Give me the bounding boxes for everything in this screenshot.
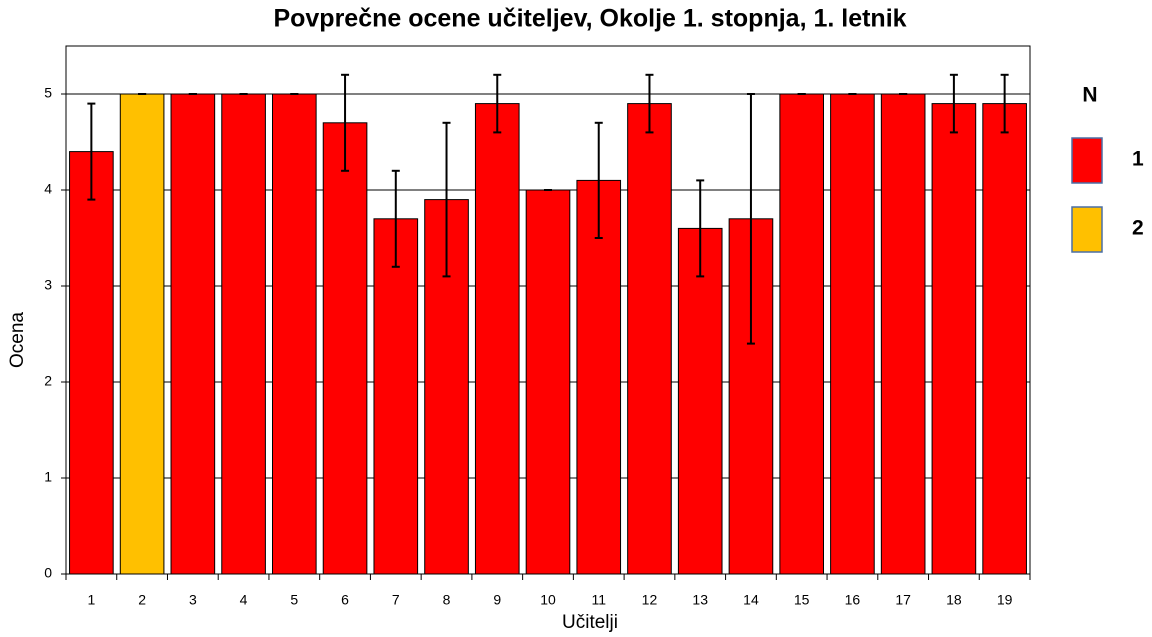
x-tick-label: 10 — [540, 592, 556, 608]
y-tick-label: 0 — [44, 565, 52, 581]
bar — [627, 103, 672, 575]
chart-title: Povprečne ocene učiteljev, Okolje 1. sto… — [273, 5, 906, 33]
y-tick-label: 2 — [44, 373, 52, 389]
bar — [576, 179, 622, 575]
x-tick-label: 3 — [189, 592, 197, 608]
bar — [525, 189, 571, 575]
bar — [322, 122, 368, 575]
plot-frame — [65, 45, 1031, 575]
x-axis-label: Učitelji — [562, 612, 618, 633]
x-tick-label: 15 — [794, 592, 810, 608]
x-tick-label: 18 — [946, 592, 962, 608]
error-bar — [594, 121, 603, 239]
bar — [880, 93, 926, 575]
x-tick-label: 14 — [743, 592, 759, 608]
x-tick-label: 11 — [591, 592, 606, 608]
y-axis-label: Ocena — [7, 312, 28, 368]
error-bar — [442, 121, 451, 278]
y-tick-label: 1 — [44, 469, 52, 485]
bar — [69, 151, 114, 575]
bar — [830, 93, 875, 575]
x-tick-label: 9 — [493, 592, 501, 608]
y-tick-label: 5 — [44, 85, 52, 101]
legend-swatch — [1071, 137, 1103, 184]
bar — [677, 227, 723, 575]
y-tick-label: 4 — [44, 181, 52, 197]
error-bar — [391, 169, 400, 268]
bar — [373, 218, 419, 575]
error-bar — [949, 73, 958, 134]
error-bar — [696, 179, 705, 278]
x-tick-label: 2 — [138, 592, 146, 608]
bar — [931, 103, 977, 575]
x-tick-label: 7 — [392, 592, 400, 608]
legend-title: N — [1082, 84, 1097, 107]
bar — [119, 93, 165, 575]
error-bar — [87, 102, 96, 201]
x-tick-label: 13 — [692, 592, 708, 608]
x-tick-label: 1 — [87, 592, 95, 608]
x-tick-label: 16 — [845, 592, 861, 608]
error-bar — [1000, 73, 1009, 134]
x-tick-label: 6 — [341, 592, 349, 608]
x-tick-label: 12 — [642, 592, 658, 608]
y-tick-label: 3 — [44, 277, 52, 293]
x-tick-label: 19 — [997, 592, 1013, 608]
x-tick-label: 8 — [443, 592, 451, 608]
bar — [221, 93, 266, 575]
legend-label: 1 — [1132, 148, 1144, 171]
x-tick-label: 4 — [240, 592, 248, 608]
error-bar — [493, 73, 502, 134]
x-tick-label: 5 — [290, 592, 298, 608]
bar — [982, 103, 1027, 575]
error-bar — [341, 73, 350, 172]
bar — [779, 93, 825, 575]
bar — [170, 93, 216, 575]
bar — [474, 103, 520, 575]
legend-label: 2 — [1132, 217, 1144, 240]
bar — [271, 93, 317, 575]
error-bar — [746, 93, 755, 345]
error-bar — [645, 73, 654, 134]
legend-swatch — [1071, 206, 1103, 253]
x-tick-label: 17 — [895, 592, 911, 608]
